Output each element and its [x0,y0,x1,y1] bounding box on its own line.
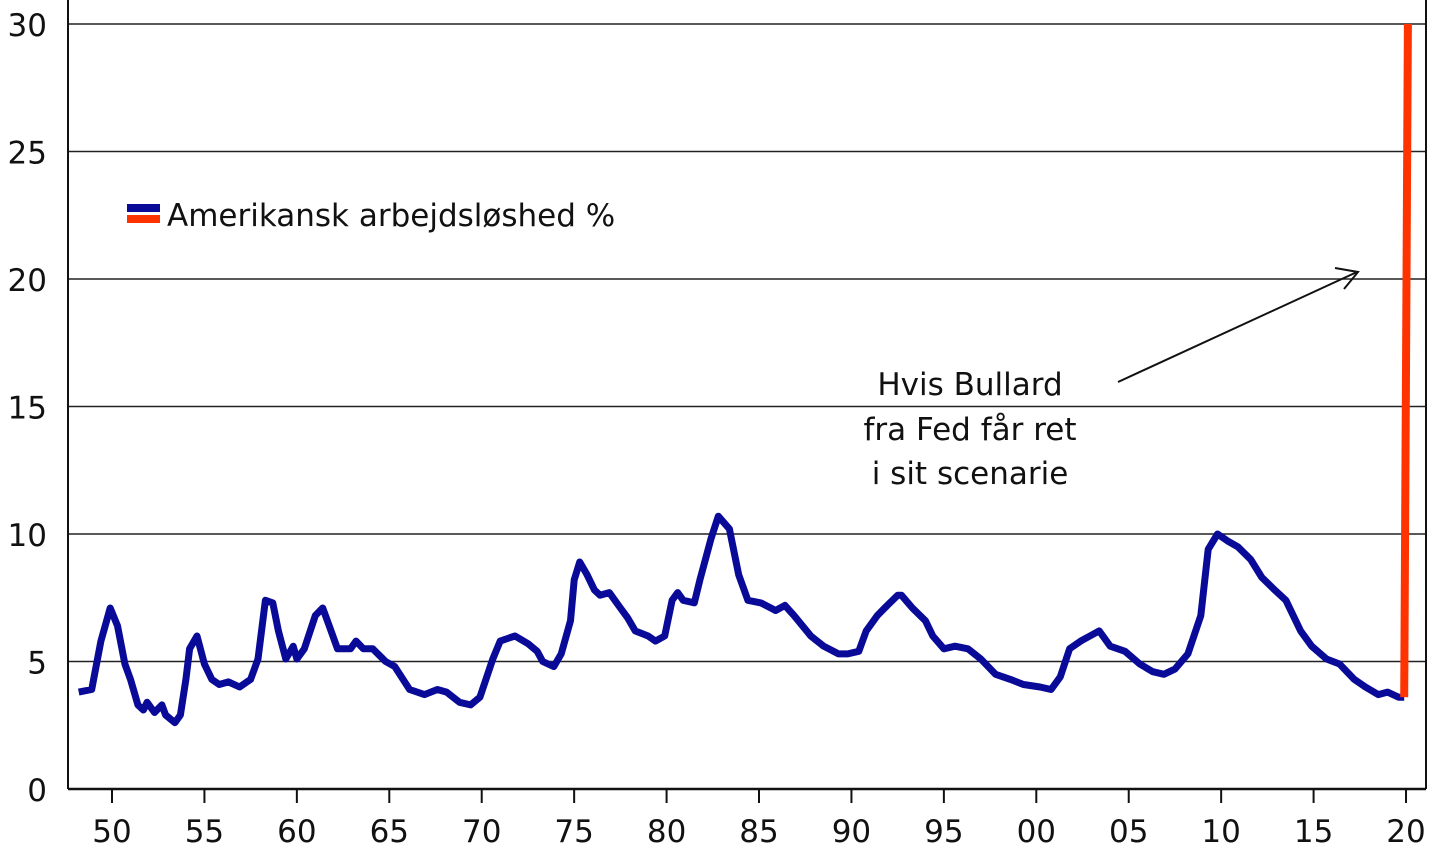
legend-swatch-blue [127,204,160,212]
annotation-line-1: Hvis Bullard [877,367,1062,403]
legend: Amerikansk arbejdsløshed % [127,198,615,234]
x-tick-label: 05 [1109,814,1148,850]
annotation-line-3: i sit scenarie [872,456,1069,492]
grid-lines [68,23,1426,663]
x-tick-label: 85 [739,814,778,850]
y-tick-label: 15 [8,391,47,427]
x-tick-label: 75 [554,814,593,850]
x-tick-label: 00 [1017,814,1056,850]
x-tick-label: 20 [1386,814,1425,850]
x-axis: 50 55 60 65 70 75 80 85 90 95 00 05 10 15 20 [92,789,1426,850]
annotation-arrow [1117,271,1358,383]
x-tick-label: 95 [924,814,963,850]
x-tick-label: 65 [370,814,409,850]
legend-swatch-red [127,215,160,223]
annotation: Hvis Bullard fra Fed får ret i sit scena… [863,267,1360,492]
series-line-unemployment [78,512,1405,727]
annotation-line-2: fra Fed får ret [863,412,1076,448]
x-tick-label: 80 [647,814,686,850]
x-tick-label: 90 [832,814,871,850]
y-tick-label: 20 [8,263,47,299]
legend-label: Amerikansk arbejdsløshed % [167,198,615,234]
x-tick-label: 15 [1294,814,1333,850]
x-tick-label: 10 [1201,814,1240,850]
x-tick-label: 60 [277,814,316,850]
y-tick-label: 0 [27,773,47,809]
x-tick-label: 50 [92,814,131,850]
y-tick-label: 10 [8,518,47,554]
series-line-scenario [1400,23,1412,698]
y-tick-label: 5 [27,646,47,682]
series-group [78,23,1412,727]
y-tick-label: 30 [8,8,47,44]
y-tick-label: 25 [8,136,47,172]
x-tick-label: 70 [462,814,501,850]
y-axis: 0 5 10 15 20 25 30 [8,8,47,809]
arrow-head-icon [1334,267,1360,290]
x-tick-label: 55 [185,814,224,850]
